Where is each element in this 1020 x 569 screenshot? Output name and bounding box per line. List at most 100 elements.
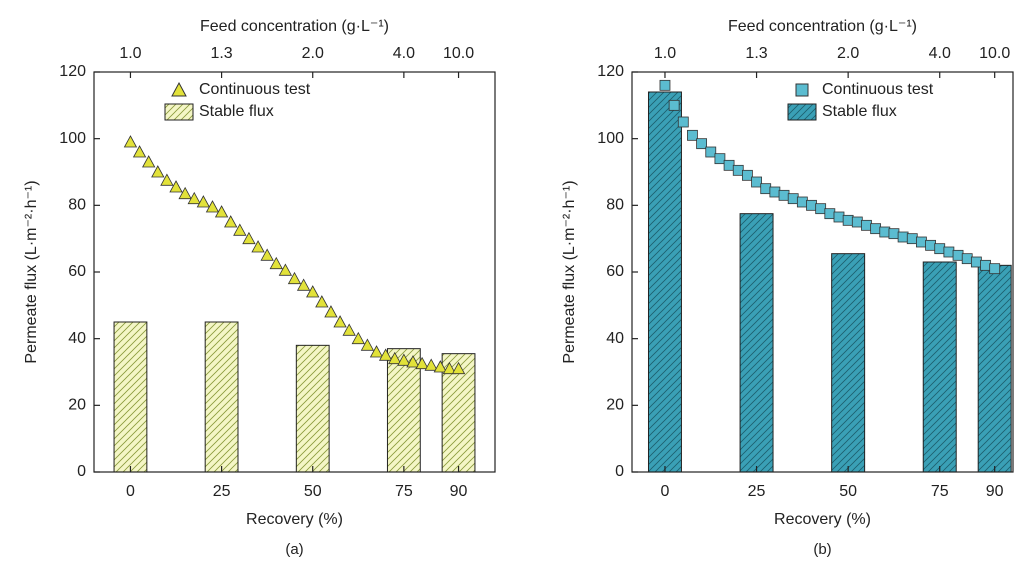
marker	[943, 246, 955, 258]
y-tick-label: 60	[68, 263, 86, 280]
y-axis-label: Permeate flux (L·m⁻²·h⁻¹)	[23, 180, 40, 363]
x-tick-label: 25	[748, 483, 766, 500]
marker	[351, 331, 365, 345]
marker	[378, 348, 393, 361]
marker	[916, 236, 927, 248]
y-tick-label: 100	[597, 130, 624, 147]
legend-label: Stable flux	[199, 103, 274, 120]
marker	[769, 186, 781, 198]
y-tick-label: 40	[68, 330, 86, 347]
x2-tick-label: 1.3	[745, 45, 767, 62]
x2-tick-label: 4.0	[929, 45, 951, 62]
y-tick-label: 100	[59, 130, 86, 147]
marker	[415, 356, 429, 370]
x2-tick-label: 1.0	[119, 45, 141, 62]
marker	[687, 129, 698, 141]
marker	[205, 200, 220, 213]
marker	[824, 208, 836, 220]
marker	[888, 228, 900, 240]
marker	[224, 215, 238, 228]
marker	[668, 99, 680, 111]
legend-label: Continuous test	[199, 81, 311, 98]
bar	[113, 321, 148, 473]
marker	[342, 323, 356, 336]
marker	[861, 219, 872, 231]
marker	[952, 249, 964, 261]
marker	[723, 159, 735, 171]
x-tick-label: 0	[126, 483, 135, 500]
marker	[315, 295, 329, 308]
bar	[647, 91, 682, 473]
bar	[386, 348, 421, 473]
x2-tick-label: 1.3	[210, 45, 232, 62]
marker	[424, 358, 438, 371]
x-tick-label: 90	[986, 483, 1004, 500]
y-tick-label: 20	[606, 397, 624, 414]
marker	[934, 243, 946, 255]
panel-label: (a)	[285, 541, 303, 558]
marker	[833, 211, 845, 223]
x-tick-label: 25	[213, 483, 231, 500]
marker	[287, 271, 302, 285]
panel: 0 20 40 60 80 100 120 0 25 50 75 90 1.0 1.3 2.0 4.0 10.0…	[23, 18, 496, 558]
marker	[851, 216, 863, 228]
bar	[831, 253, 866, 473]
marker	[659, 79, 671, 91]
y-tick-label: 80	[68, 197, 86, 214]
x2-tick-label: 10.0	[979, 45, 1010, 62]
marker	[970, 256, 982, 268]
x2-tick-label: 10.0	[443, 45, 474, 62]
marker	[160, 173, 174, 186]
x2-tick-label: 1.0	[654, 45, 676, 62]
marker	[870, 223, 882, 235]
bar	[295, 344, 330, 473]
marker	[897, 231, 909, 243]
marker	[778, 189, 790, 201]
x-axis-label: Recovery (%)	[246, 511, 343, 528]
marker	[925, 239, 936, 251]
legend-swatch	[171, 81, 187, 97]
marker	[751, 176, 762, 188]
panel-label: (b)	[813, 541, 831, 558]
marker	[251, 240, 265, 253]
x-tick-label: 50	[304, 483, 322, 500]
marker	[433, 360, 447, 373]
legend-swatch	[787, 103, 817, 121]
marker	[132, 145, 147, 158]
marker	[142, 155, 156, 168]
marker	[815, 203, 827, 215]
marker	[741, 169, 753, 181]
marker	[980, 259, 991, 271]
marker	[787, 193, 799, 205]
marker	[989, 263, 1001, 275]
marker	[260, 248, 274, 261]
y-tick-label: 120	[59, 63, 86, 80]
marker	[879, 226, 891, 238]
y-tick-label: 40	[606, 330, 624, 347]
marker	[406, 355, 420, 368]
marker	[296, 278, 311, 291]
x-tick-label: 90	[450, 483, 468, 500]
marker	[169, 180, 183, 193]
marker	[451, 361, 466, 375]
marker	[233, 223, 247, 236]
marker	[196, 195, 211, 208]
marker	[760, 183, 772, 195]
marker	[806, 199, 817, 211]
marker	[242, 231, 256, 245]
marker	[278, 263, 293, 276]
marker	[306, 285, 320, 298]
marker	[214, 205, 229, 218]
marker	[696, 138, 708, 150]
bar	[977, 264, 1012, 473]
marker	[714, 153, 726, 165]
marker	[123, 135, 138, 148]
x2-axis-label: Feed concentration (g·L⁻¹)	[728, 18, 917, 35]
bar	[739, 213, 774, 473]
x-tick-label: 0	[661, 483, 670, 500]
marker	[151, 165, 165, 178]
x2-tick-label: 4.0	[393, 45, 415, 62]
bar	[204, 321, 239, 473]
x2-tick-label: 2.0	[302, 45, 324, 62]
